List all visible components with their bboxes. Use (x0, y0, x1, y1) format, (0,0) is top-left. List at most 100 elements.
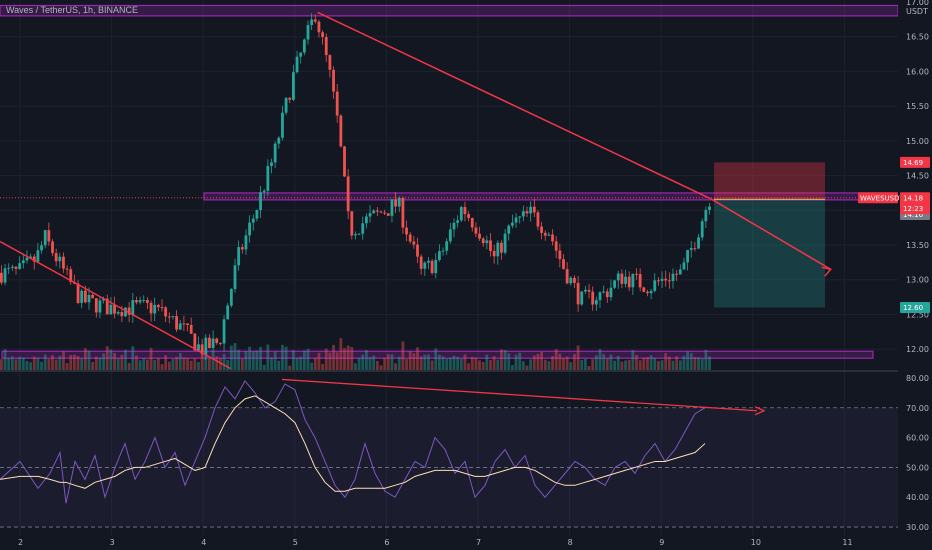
candle-body (29, 256, 32, 258)
volume-bar (127, 362, 131, 370)
projection-line (711, 198, 832, 270)
rsi-tick-label: 60.00 (906, 434, 929, 443)
time-tick-label: 8 (568, 538, 573, 547)
price-tick-label: 16.50 (906, 33, 929, 42)
time-tick-label: 3 (110, 538, 115, 547)
candle-body (390, 199, 394, 216)
candle-body (292, 72, 295, 100)
volume-bar (678, 360, 682, 370)
candle-body (226, 305, 230, 320)
volume-bar (229, 345, 233, 370)
candle-body (193, 333, 197, 351)
candle-body (164, 307, 168, 317)
candle-body (379, 211, 383, 213)
candle-body (405, 227, 408, 235)
volume-bar (481, 361, 485, 370)
volume-bar (543, 359, 547, 370)
target-price-tag-bg (900, 302, 930, 314)
time-tick-label: 9 (659, 538, 664, 547)
candle-body (507, 225, 511, 234)
candle-body (270, 162, 273, 167)
volume-bar (390, 354, 394, 370)
candle-body (277, 137, 281, 144)
candle-body (543, 232, 547, 236)
volume-bar (365, 350, 368, 370)
volume-bar (335, 352, 339, 370)
candle-body (313, 19, 317, 22)
candle-body (489, 240, 492, 251)
candle-body (54, 253, 58, 262)
candle-body (419, 256, 423, 269)
volume-bar (587, 365, 591, 370)
candle-body (624, 276, 627, 284)
volume-bar (609, 354, 613, 370)
trendlines-layer[interactable] (0, 11, 898, 370)
candle-body (219, 343, 222, 345)
candle-body (156, 304, 160, 308)
volume-bar (613, 360, 616, 370)
volume-bar (627, 359, 631, 370)
rsi-divergence-arrowhead (754, 406, 766, 416)
candle-body (365, 216, 368, 224)
price-tick-label: 14.50 (906, 172, 929, 181)
volume-bar (456, 356, 460, 370)
volume-bar (21, 357, 25, 370)
axes-layer: 17.00USDT16.5016.0015.5015.0014.5014.001… (18, 0, 932, 550)
volume-bar (427, 354, 430, 370)
candle-body (361, 223, 365, 234)
candle-body (573, 277, 576, 283)
volume-bar (704, 349, 708, 370)
volume-bar (667, 356, 671, 370)
volume-bar (193, 358, 197, 370)
time-tick-label: 10 (751, 538, 761, 547)
candle-body (671, 273, 675, 282)
volume-bar (131, 346, 135, 370)
volume-bar (43, 354, 47, 370)
candle-body (171, 316, 175, 318)
candle-body (240, 247, 244, 250)
time-tick-label: 11 (842, 538, 852, 547)
candle-body (430, 260, 434, 274)
candle-body (554, 241, 558, 251)
candle-body (248, 222, 251, 236)
candle-body (324, 37, 328, 56)
volume-bar (29, 362, 32, 370)
candle-body (266, 166, 270, 191)
volume-bar (80, 358, 84, 370)
candle-body (631, 273, 635, 288)
candle-body (416, 244, 419, 257)
volume-bar (14, 359, 18, 370)
target-price-tag: 12.60 (903, 304, 923, 312)
candle-body (620, 273, 624, 284)
candle-body (94, 298, 98, 313)
volume-bar (434, 348, 438, 370)
candle-body (189, 325, 193, 334)
volume-bar (521, 361, 525, 370)
volume-bar (226, 359, 230, 370)
volume-bar (401, 341, 405, 370)
candle-body (686, 249, 689, 263)
candle-body (116, 312, 120, 314)
volume-bar (624, 360, 627, 370)
candle-body (350, 211, 354, 236)
candle-body (657, 280, 660, 282)
symbol-tag-bg (858, 192, 898, 204)
candle-body (500, 242, 503, 253)
candle-body (704, 210, 708, 222)
volume-bar (149, 347, 153, 370)
candle-body (32, 256, 36, 262)
candle-body (273, 143, 277, 163)
volume-bar (160, 364, 164, 370)
volume-bar (467, 363, 470, 370)
volume-bar (653, 357, 657, 370)
candle-body (109, 304, 113, 315)
candle-body (551, 234, 554, 242)
rsi-tick-label: 70.00 (906, 404, 929, 413)
candle-body (496, 242, 500, 257)
candle-body (576, 282, 580, 305)
volume-bar (616, 355, 620, 370)
candle-body (175, 316, 178, 330)
candle-body (200, 344, 204, 355)
candle-body (288, 97, 292, 100)
